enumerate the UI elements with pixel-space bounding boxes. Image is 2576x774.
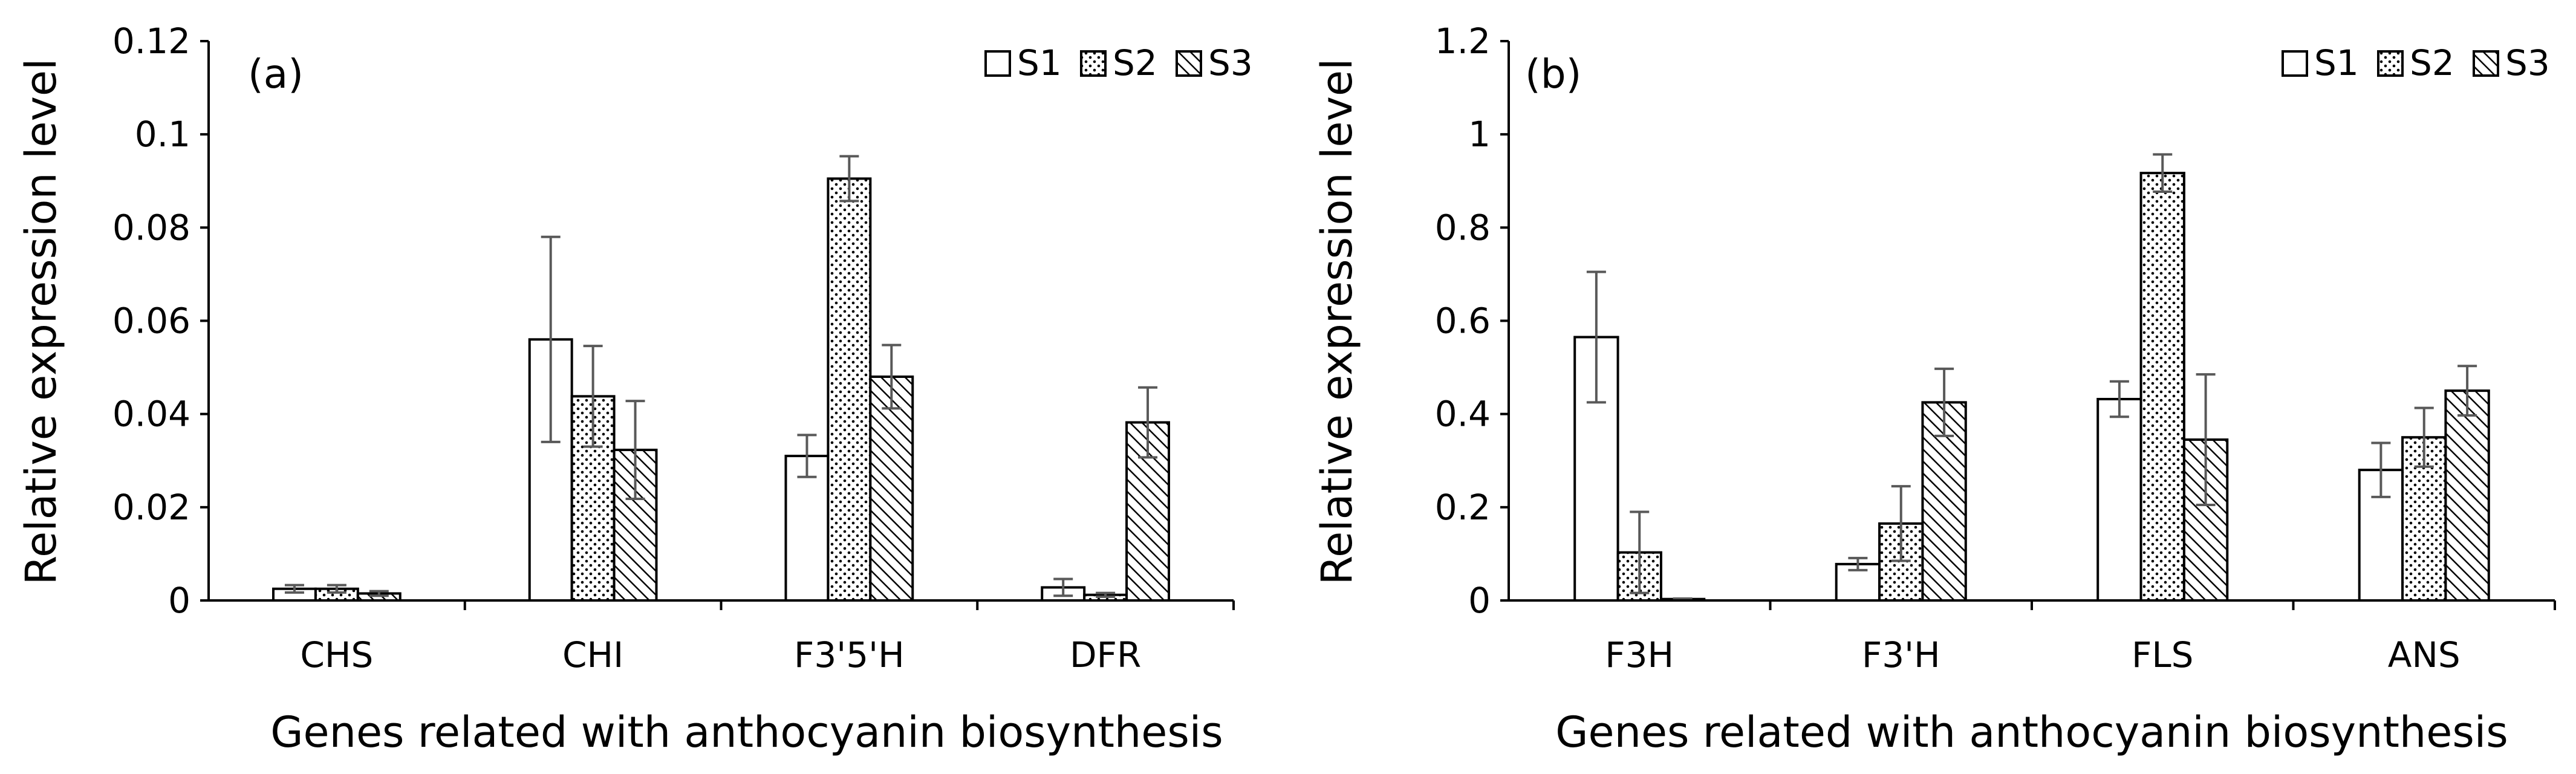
bar-s2 [827, 177, 872, 602]
legend-swatch-s3 [2473, 50, 2499, 77]
y-tick-label: 0.02 [112, 487, 190, 528]
error-bar [2414, 406, 2434, 468]
error-bar [1138, 386, 1158, 459]
x-axis-label: Genes related with anthocyanin biosynthe… [270, 707, 1223, 757]
bar-s3 [2444, 389, 2490, 602]
x-tick-label: CHI [562, 634, 623, 675]
y-tick-label: 0 [168, 580, 190, 621]
y-axis-ticks: 0 0.2 0.4 0.6 0.8 1 1.2 [1435, 21, 1509, 621]
x-tick-label: CHS [300, 634, 373, 675]
y-tick-label: 0.6 [1435, 301, 1491, 342]
legend-swatch-s1 [984, 50, 1011, 77]
error-bar [583, 345, 603, 448]
bars [1573, 172, 2490, 602]
legend-label-s3: S3 [2505, 42, 2550, 83]
bar-s2 [2139, 172, 2185, 602]
error-bar [1586, 270, 1606, 404]
x-tick-label: DFR [1070, 634, 1141, 675]
legend-label-s1: S1 [2314, 42, 2359, 83]
x-tick-label: F3'5'H [794, 634, 905, 675]
error-bar [2153, 153, 2173, 193]
error-bar [369, 590, 389, 597]
x-axis-categories: F3H F3'H FLS ANS [1605, 600, 2556, 675]
legend-swatch-s2 [1080, 50, 1107, 77]
x-axis-label: Genes related with anthocyanin biosynthe… [1555, 707, 2508, 757]
y-tick-label: 0.8 [1435, 207, 1491, 248]
y-tick-label: 0.04 [112, 394, 190, 435]
y-axis-label: Relative expression level [1312, 59, 1362, 585]
bar-s1 [2096, 398, 2142, 602]
y-axis-ticks: 0 0.02 0.04 0.06 0.08 0.1 0.12 [112, 21, 209, 621]
error-bar [1934, 367, 1954, 437]
error-bar [1053, 577, 1073, 597]
error-bar [2109, 380, 2129, 418]
y-tick-label: 1 [1468, 114, 1491, 155]
y-tick-label: 0.2 [1435, 487, 1491, 528]
y-tick-label: 0.1 [135, 114, 190, 155]
error-bars [1586, 153, 2477, 601]
error-bar [2371, 441, 2391, 498]
error-bar [541, 235, 561, 443]
y-tick-label: 0.12 [112, 21, 190, 62]
error-bar [284, 584, 304, 594]
x-tick-label: F3H [1605, 634, 1674, 675]
chart-panel-b: 0 0.2 0.4 0.6 0.8 1 1.2 F3H F3'H FLS ANS (b) Rela… [1312, 21, 2556, 757]
x-tick-label: F3'H [1862, 634, 1940, 675]
legend-label-s3: S3 [1208, 42, 1253, 83]
legend-label-s1: S1 [1017, 42, 1062, 83]
error-bar [839, 155, 859, 203]
legend-swatch-s2 [2377, 50, 2404, 77]
y-tick-label: 0.06 [112, 301, 190, 342]
x-axis-categories: CHS CHI F3'5'H DFR [300, 600, 1235, 675]
panel-label: (a) [248, 51, 304, 97]
legend-label-s2: S2 [1113, 42, 1157, 83]
chart-panel-a: 0 0.02 0.04 0.06 0.08 0.1 0.12 CHS CHI F3'5'H DFR… [16, 21, 1253, 757]
legend: S1 S2 S3 [984, 42, 1253, 83]
panel-label: (b) [1525, 51, 1581, 97]
x-tick-label: FLS [2132, 634, 2194, 675]
legend-swatch-s3 [1176, 50, 1202, 77]
y-tick-label: 1.2 [1435, 21, 1491, 62]
error-bar [882, 343, 902, 410]
error-bar [1096, 591, 1116, 598]
error-bar [625, 400, 645, 500]
y-tick-label: 0 [1468, 580, 1491, 621]
error-bar [1891, 485, 1911, 562]
bar-s1 [784, 455, 830, 602]
y-tick-label: 0.08 [112, 207, 190, 248]
y-axis-label: Relative expression level [16, 59, 66, 585]
legend-swatch-s1 [2282, 50, 2308, 77]
error-bar [2457, 365, 2477, 417]
error-bar [2196, 373, 2216, 506]
legend: S1 S2 S3 [2282, 42, 2550, 83]
error-bar [1630, 510, 1650, 594]
legend-label-s2: S2 [2410, 42, 2454, 83]
error-bar [1848, 556, 1868, 571]
bars [272, 177, 1171, 602]
error-bar [327, 584, 346, 594]
error-bars [284, 155, 1158, 598]
y-tick-label: 0.4 [1435, 394, 1491, 435]
error-bar [797, 434, 817, 478]
x-tick-label: ANS [2388, 634, 2461, 675]
bar-s3 [869, 376, 914, 602]
